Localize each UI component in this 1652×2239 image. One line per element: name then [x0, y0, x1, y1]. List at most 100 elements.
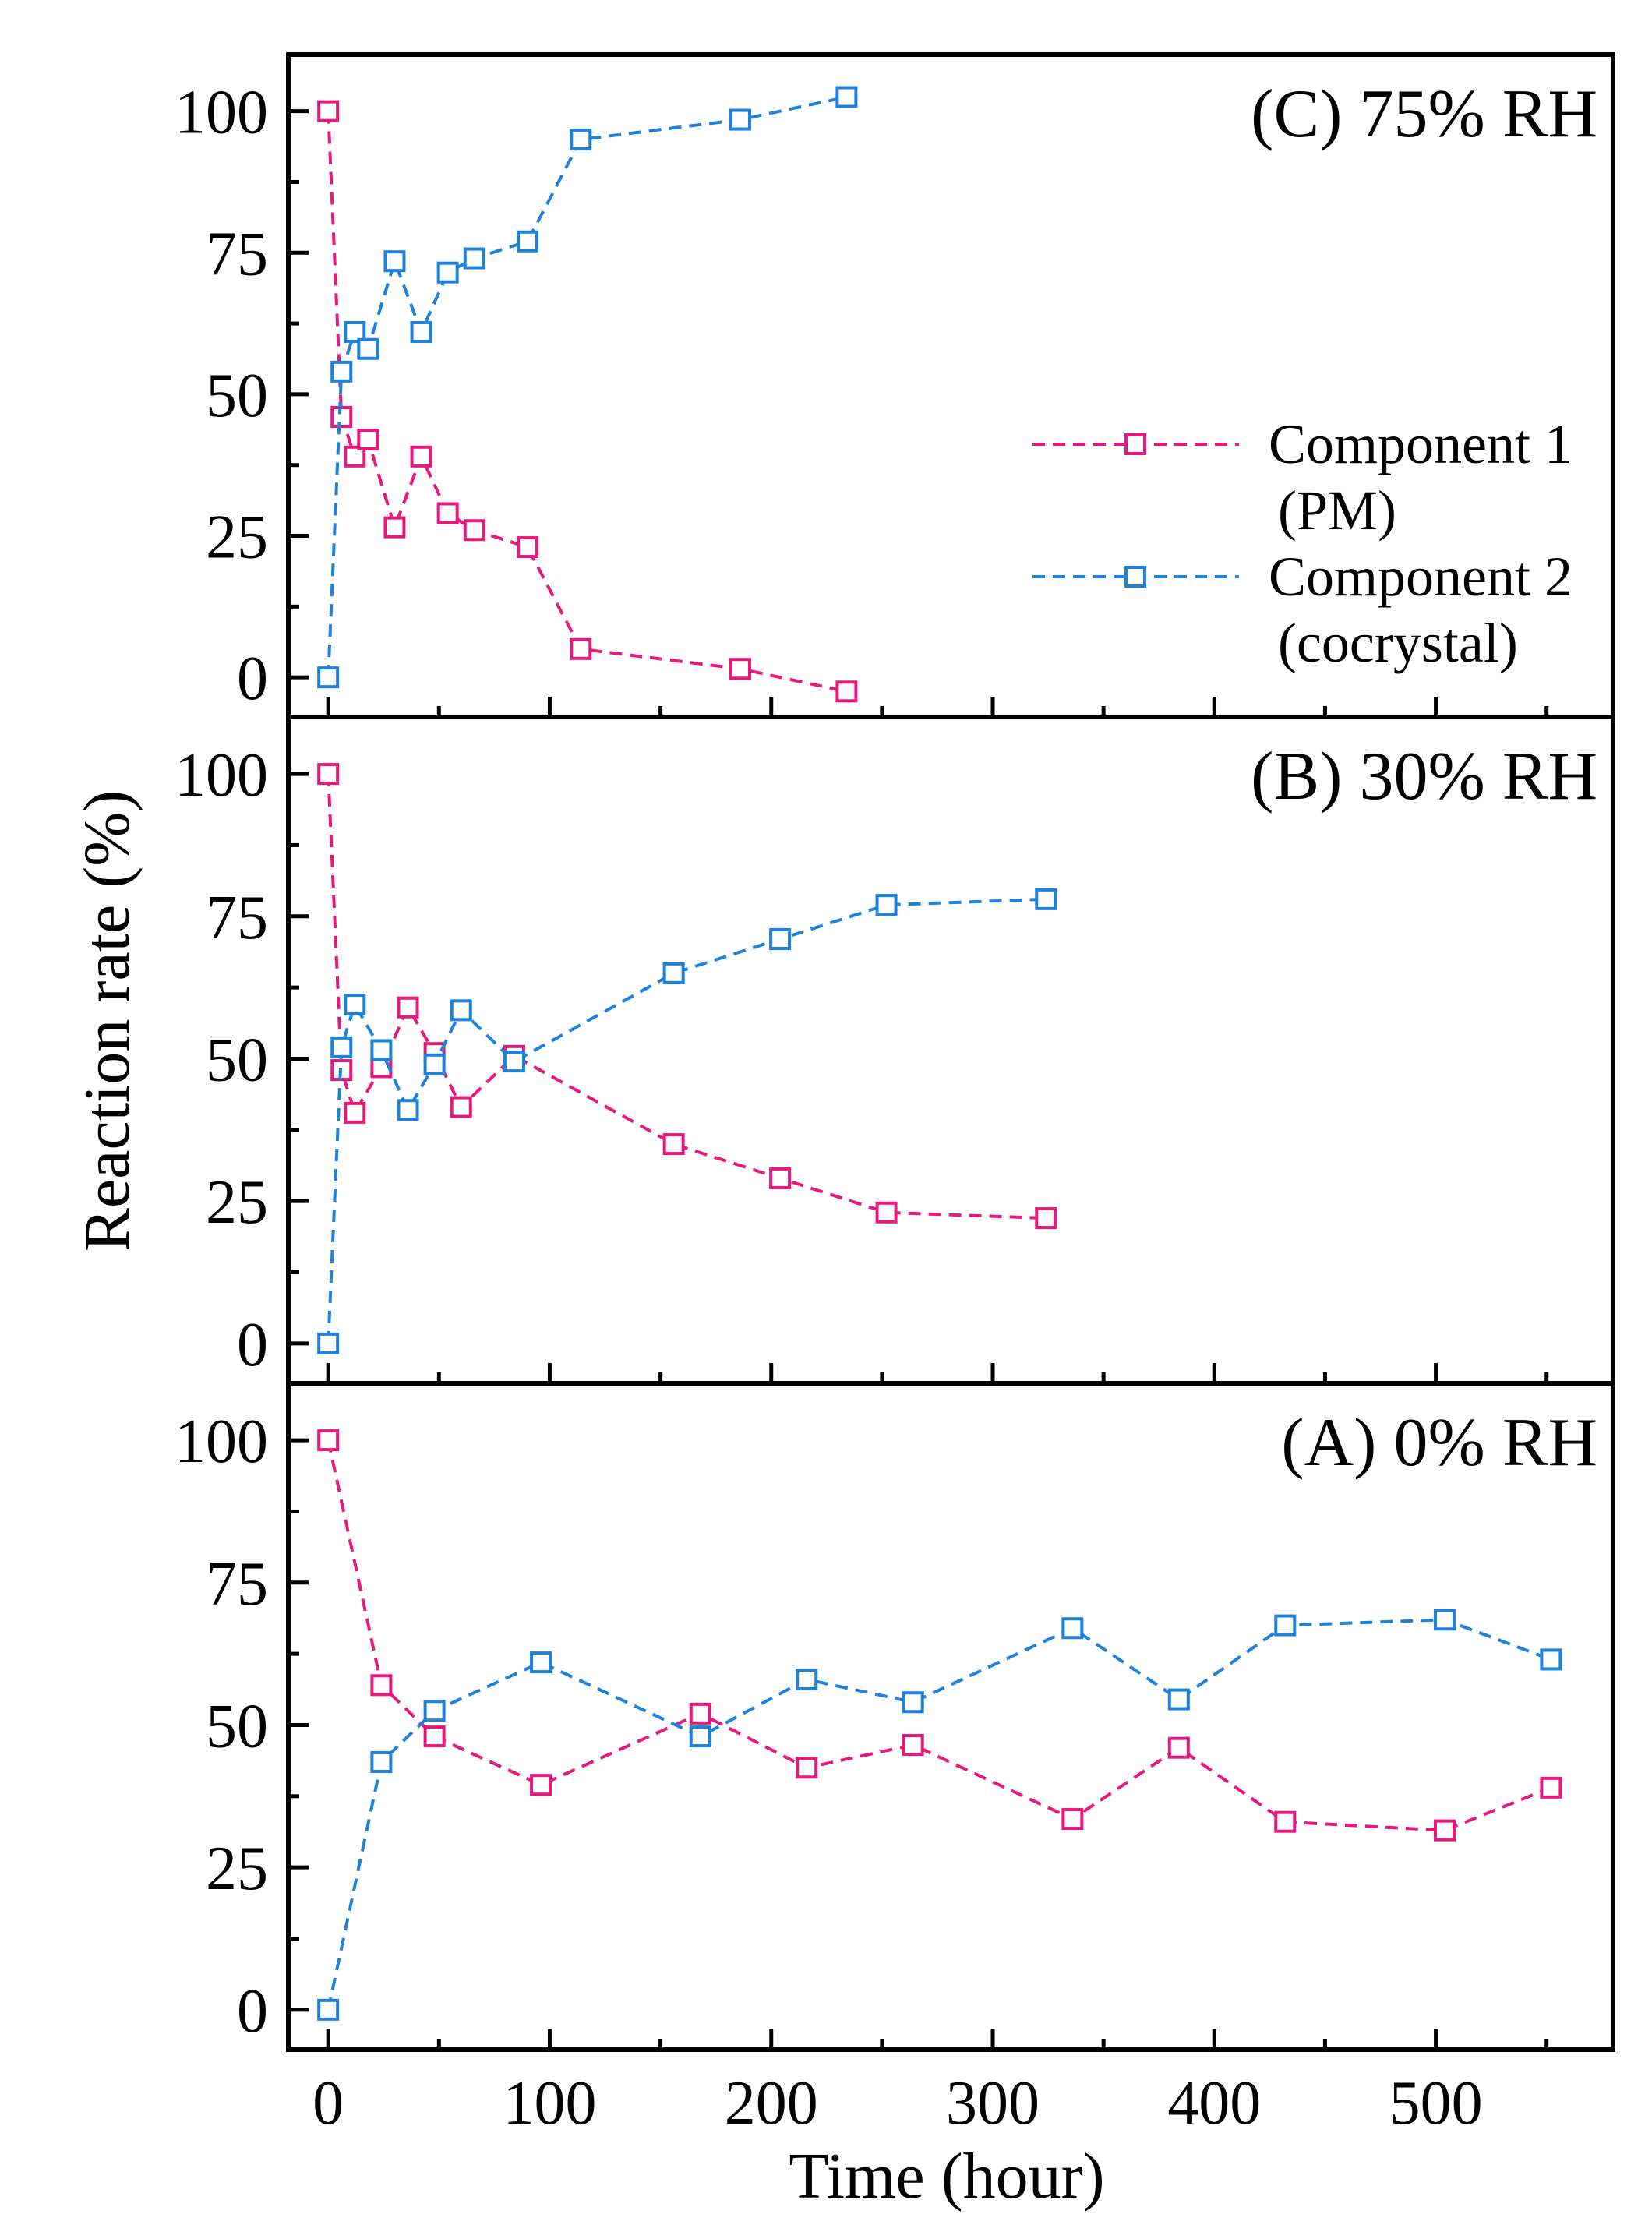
series-2-marker [1274, 1614, 1297, 1637]
y-tick-label: 0 [237, 1311, 268, 1379]
legend-label: Component 1 [1269, 413, 1573, 475]
series-2-marker [1061, 1617, 1084, 1640]
y-tick-label: 100 [175, 1407, 268, 1476]
legend-swatch-marker [1124, 433, 1146, 455]
series-2-marker [423, 1053, 446, 1075]
series-2-marker [729, 108, 751, 131]
series-1-marker [835, 680, 858, 703]
series-2-marker [796, 1669, 818, 1690]
series-2-marker [370, 1750, 393, 1773]
y-tick-label: 50 [206, 362, 268, 430]
series-1-marker [383, 516, 406, 539]
series-2-marker [450, 999, 472, 1022]
series-1-marker [1167, 1736, 1190, 1759]
series-2-marker [769, 928, 792, 950]
panel-frame [286, 715, 1615, 1386]
series-2-marker [530, 1651, 552, 1674]
series-1-marker [689, 1702, 711, 1725]
y-tick-label: 100 [175, 79, 268, 147]
series-1-marker [1433, 1819, 1456, 1842]
series-2-marker [1035, 888, 1057, 910]
series-2-marker [902, 1691, 924, 1714]
series-2-marker [503, 1051, 525, 1073]
series-2-line [327, 1618, 1552, 2011]
y-tick-label: 25 [206, 503, 268, 572]
series-2-marker [662, 962, 685, 984]
panel-title: (B) 30% RH [1251, 739, 1597, 814]
panel-frame [286, 1381, 1615, 2052]
series-1-marker [450, 1096, 472, 1118]
series-2-line [327, 897, 1047, 1344]
series-2-marker [317, 1998, 340, 2021]
series-2-marker [317, 1332, 340, 1354]
x-tick-label: 200 [725, 2069, 818, 2138]
panel-title: (A) 0% RH [1281, 1405, 1597, 1481]
y-tick-label: 25 [206, 1835, 268, 1903]
y-tick-label: 50 [206, 1692, 268, 1760]
series-1-marker [357, 429, 379, 451]
y-tick-label: 75 [206, 220, 268, 288]
series-1-line [327, 1439, 1552, 1832]
series-1-marker [1035, 1207, 1057, 1230]
series-2-marker [1540, 1648, 1562, 1671]
x-tick-label: 100 [503, 2069, 596, 2138]
y-tick-label: 75 [206, 884, 268, 952]
series-1-marker [317, 763, 340, 786]
legend-swatch-marker [1124, 566, 1146, 588]
y-axis-title: Reaction rate (%) [71, 790, 143, 1252]
series-2-marker [410, 320, 432, 343]
series-1-marker [570, 637, 592, 660]
series-1-marker [1061, 1808, 1084, 1831]
series-1-marker [662, 1133, 685, 1156]
series-1-marker [463, 519, 485, 542]
series-2-marker [423, 1700, 446, 1722]
series-1-marker [317, 1429, 340, 1452]
series-1-marker [517, 536, 539, 559]
series-2-marker [317, 666, 340, 689]
series-1-marker [436, 502, 459, 524]
series-2-marker [1433, 1609, 1456, 1631]
series-2-marker [570, 128, 592, 150]
legend: Component 1(PM)Component 2(cocrystal) [1032, 413, 1573, 674]
y-tick-label: 100 [175, 741, 268, 810]
series-2-marker [370, 1039, 393, 1061]
y-tick-label: 0 [237, 645, 268, 713]
y-tick-label: 25 [206, 1168, 268, 1237]
series-2-marker [436, 261, 459, 284]
series-1-marker [410, 445, 432, 468]
series-1-marker [796, 1757, 818, 1779]
series-2-marker [330, 1036, 353, 1058]
legend-label-note: (PM) [1278, 479, 1396, 542]
series-2-marker [835, 86, 858, 108]
series-1-marker [317, 100, 340, 122]
series-2-marker [397, 1099, 419, 1121]
series-1-marker [330, 405, 353, 428]
series-1-marker [1274, 1810, 1297, 1833]
y-tick-label: 0 [237, 1977, 268, 2046]
series-2-line [327, 95, 847, 678]
y-tick-label: 50 [206, 1026, 268, 1094]
series-1-marker [530, 1774, 552, 1796]
series-1-marker [875, 1201, 898, 1224]
panel-title: (C) 75% RH [1251, 76, 1597, 152]
series-1-marker [769, 1167, 792, 1189]
series-2-marker [875, 894, 898, 916]
x-tick-label: 500 [1389, 2069, 1483, 2138]
x-tick-label: 300 [946, 2069, 1040, 2138]
legend-label-note: (cocrystal) [1278, 612, 1518, 674]
series-2-marker [383, 250, 406, 273]
series-2-marker [689, 1725, 711, 1748]
series-1-marker [902, 1734, 924, 1757]
x-tick-label: 400 [1167, 2069, 1261, 2138]
series-2-marker [344, 994, 366, 1016]
x-axis-title: Time (hour) [789, 2140, 1104, 2213]
series-1-marker [370, 1674, 393, 1697]
series-2-marker [330, 360, 353, 383]
series-2-marker [1167, 1688, 1190, 1711]
panel-c: 0 25 50 75 100 (C) 75% RH Component 1(PM)Compo… [175, 52, 1615, 719]
series-1-line [327, 774, 1047, 1220]
series-2-marker [463, 247, 485, 270]
series-1-marker [1540, 1776, 1562, 1799]
series-1-line [327, 111, 847, 694]
